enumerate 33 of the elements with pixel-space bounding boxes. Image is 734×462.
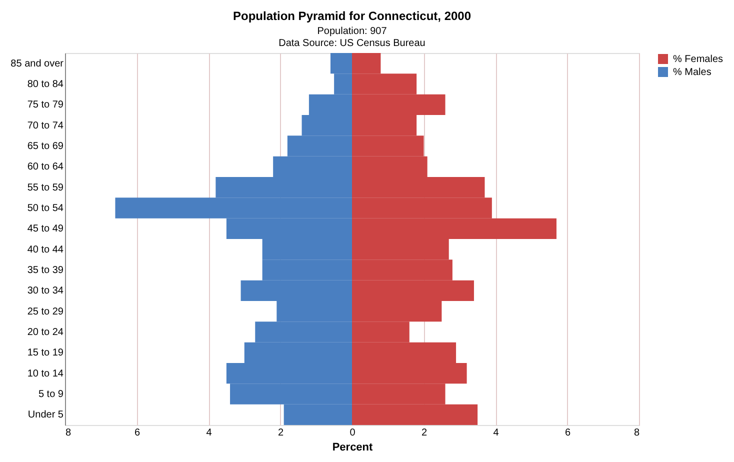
y-tick-label: 45 to 49 [27,224,64,235]
y-tick-label: 60 to 64 [27,162,64,173]
legend-label: % Males [673,67,712,78]
x-tick-label: 2 [278,428,284,438]
y-tick-label: 50 to 54 [27,203,64,214]
y-tick-label: 20 to 24 [27,327,64,338]
y-tick-label: 75 to 79 [27,100,64,111]
y-tick-label: 25 to 29 [27,306,64,318]
y-tick-label: 85 and over [10,58,64,70]
y-tick-label: 80 to 84 [27,79,64,90]
x-tick-label: 4 [206,428,212,438]
y-tick-label: 65 to 69 [27,141,64,152]
x-tick-label: 8 [634,428,640,438]
chart-title: Population Pyramid for Connecticut, 2000 [232,9,472,23]
y-tick-label: 10 to 14 [27,368,64,380]
x-tick-label: 0 [350,428,356,438]
source-note: Data Source: US Census Bureau [278,38,426,49]
x-axis-title: Percent [332,442,374,454]
chart-subtitle: Population: 907 [317,26,388,37]
y-tick-label: 55 to 59 [27,182,64,194]
x-tick-label: 8 [66,428,72,438]
x-tick-label: 2 [421,428,428,438]
x-tick-label: 6 [134,428,140,438]
y-tick-label: 30 to 34 [27,286,64,297]
legend-label: % Females [673,54,724,65]
y-tick-label: 5 to 9 [38,389,64,400]
y-tick-label: 15 to 19 [27,348,64,359]
y-tick-label: Under 5 [28,410,64,421]
x-tick-label: 4 [493,428,500,438]
y-tick-label: 40 to 44 [27,244,64,256]
y-tick-label: 35 to 39 [27,265,64,276]
y-tick-label: 70 to 74 [27,120,64,132]
x-tick-label: 6 [564,428,571,438]
